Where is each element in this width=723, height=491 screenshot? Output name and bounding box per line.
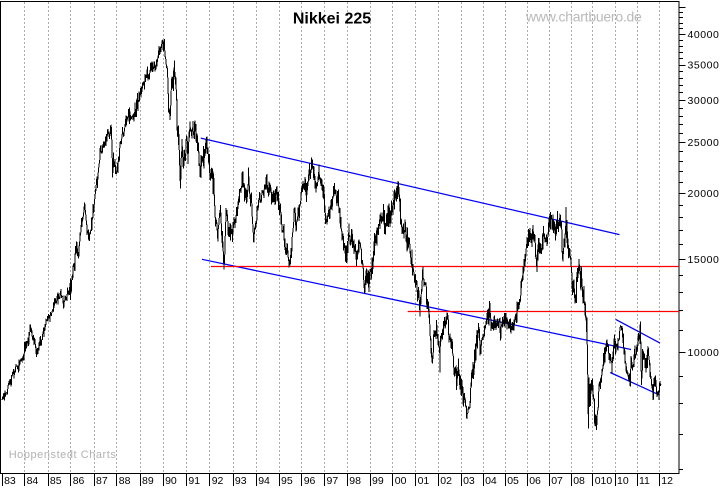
svg-text:89: 89: [142, 475, 154, 486]
svg-text:07: 07: [551, 475, 563, 486]
svg-text:86: 86: [73, 475, 85, 486]
svg-text:Hoppenstedt Charts: Hoppenstedt Charts: [9, 449, 117, 461]
svg-text:010: 010: [595, 475, 613, 486]
svg-text:98: 98: [349, 475, 361, 486]
svg-text:Nikkei 225: Nikkei 225: [293, 11, 371, 28]
svg-text:30000: 30000: [688, 95, 720, 107]
svg-text:06: 06: [529, 475, 541, 486]
svg-text:03: 03: [463, 475, 475, 486]
svg-text:92: 92: [212, 475, 224, 486]
svg-text:95: 95: [281, 475, 293, 486]
svg-text:12: 12: [661, 475, 673, 486]
svg-text:01: 01: [418, 475, 430, 486]
svg-text:97: 97: [327, 475, 339, 486]
svg-text:84: 84: [27, 475, 39, 486]
svg-text:25000: 25000: [688, 137, 720, 149]
svg-text:02: 02: [440, 475, 452, 486]
svg-text:08: 08: [573, 475, 585, 486]
svg-text:40000: 40000: [688, 29, 720, 41]
svg-text:20000: 20000: [688, 188, 720, 200]
svg-text:83: 83: [4, 475, 16, 486]
svg-text:35000: 35000: [688, 60, 720, 72]
svg-text:99: 99: [372, 475, 384, 486]
svg-text:94: 94: [258, 475, 270, 486]
svg-text:93: 93: [235, 475, 247, 486]
svg-text:90: 90: [165, 475, 177, 486]
svg-text:88: 88: [119, 475, 131, 486]
svg-text:15000: 15000: [688, 254, 720, 266]
svg-text:04: 04: [485, 475, 497, 486]
svg-text:85: 85: [50, 475, 62, 486]
svg-text:87: 87: [96, 475, 108, 486]
svg-text:00: 00: [395, 475, 407, 486]
svg-text:05: 05: [507, 475, 519, 486]
svg-text:11: 11: [639, 475, 650, 486]
svg-text:96: 96: [304, 475, 316, 486]
svg-text:www.chartbuero.de: www.chartbuero.de: [525, 9, 642, 25]
svg-text:91: 91: [188, 475, 200, 486]
svg-text:10: 10: [617, 475, 629, 486]
svg-text:10000: 10000: [688, 347, 720, 359]
